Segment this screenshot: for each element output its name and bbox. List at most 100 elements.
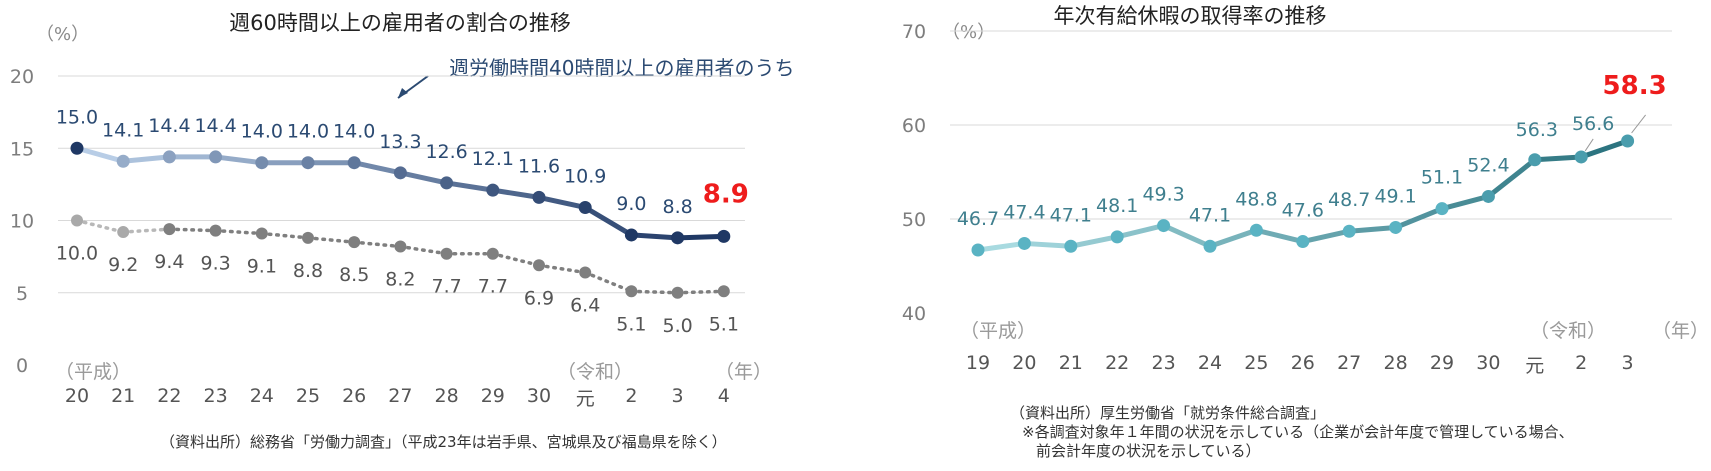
left-series2-point — [625, 285, 638, 298]
right-source: （資料出所）厚生労働省「就労条件総合調査」 — [1010, 404, 1325, 422]
right-x-tick-label: 30 — [1476, 352, 1500, 374]
left-x-tick-label: 27 — [388, 385, 412, 407]
left-series2-point — [255, 227, 268, 240]
left-x-tick-label: 28 — [435, 385, 459, 407]
left-y-tick-label: 20 — [10, 66, 34, 88]
right-series-point — [1342, 224, 1356, 238]
right-series-segment — [1161, 223, 1213, 249]
left-series2-data-label: 9.1 — [247, 256, 277, 278]
right-series-point — [1574, 150, 1588, 164]
left-series2-point — [163, 223, 176, 236]
right-era-reiwa: （令和） — [1530, 320, 1606, 342]
left-x-tick-label: 20 — [65, 385, 89, 407]
left-series2-point — [533, 259, 545, 272]
left-x-tick-label: 元 — [576, 388, 595, 410]
right-series-segment — [1300, 228, 1352, 245]
right-series-data-label: 46.7 — [957, 208, 999, 230]
left-x-tick-label: 2 — [625, 385, 637, 407]
left-series2-segment — [537, 263, 587, 275]
left-series2-segment — [352, 240, 403, 249]
right-series-point — [1249, 223, 1263, 237]
right-series-segment — [1114, 223, 1167, 240]
left-series2-data-label: 5.1 — [709, 313, 739, 335]
left-series1-segment — [213, 154, 265, 166]
right-leader-line — [1584, 138, 1594, 152]
left-series1-point — [209, 150, 223, 164]
left-series2-segment — [491, 251, 541, 268]
left-series2-data-label: 9.4 — [154, 251, 184, 273]
right-note-1: ※各調査対象年１年間の状況を示している（企業が会計年度で管理している場合、 — [1022, 423, 1574, 441]
left-series1-point — [255, 156, 269, 170]
right-series-segment — [1393, 206, 1445, 230]
left-series1-segment — [351, 160, 403, 176]
left-series2-data-label: 8.2 — [385, 269, 415, 291]
right-chart-title: 年次有給休暇の取得率の推移 — [1054, 4, 1327, 28]
left-series1-segment — [444, 180, 496, 193]
right-y-tick-label: 50 — [902, 209, 926, 231]
right-x-tick-label: 19 — [966, 352, 990, 374]
right-series-point — [1621, 134, 1635, 148]
right-series-point — [1157, 219, 1171, 233]
left-series1-point — [486, 183, 500, 197]
right-x-tick-label: 23 — [1152, 352, 1176, 374]
left-series2-segment — [167, 227, 218, 233]
right-series-segment — [1068, 234, 1120, 249]
left-series2-point — [302, 231, 314, 244]
right-series-data-label: 49.1 — [1374, 185, 1416, 207]
right-series-segment — [1346, 224, 1399, 234]
right-series-segment — [1253, 227, 1306, 245]
left-series1-segment — [628, 232, 681, 241]
left-series2-point — [209, 224, 222, 237]
right-series-point — [1110, 230, 1124, 244]
left-x-tick-label: 4 — [718, 385, 730, 407]
left-series1-segment — [397, 170, 450, 186]
right-series-data-label: 47.1 — [1050, 204, 1092, 226]
left-series1-segment — [490, 187, 542, 200]
right-series-data-label: 56.6 — [1572, 113, 1614, 135]
right-y-tick-label: 60 — [902, 115, 926, 137]
left-series2-point — [348, 236, 361, 249]
left-series2-data-label: 7.7 — [431, 276, 461, 298]
left-series1-data-label: 14.4 — [148, 115, 190, 137]
left-series1-data-label: 12.1 — [472, 148, 514, 170]
left-series1-data-label: 10.9 — [564, 165, 606, 187]
left-series1-point — [347, 156, 361, 170]
left-series1-data-label: 11.6 — [518, 155, 560, 177]
right-series-point — [1203, 239, 1217, 253]
left-series2-point — [394, 240, 407, 253]
left-series1-point — [624, 228, 638, 242]
left-series1-data-label: 14.4 — [194, 115, 236, 137]
left-series1-data-label: 14.0 — [287, 121, 329, 143]
left-series1-data-label: 9.0 — [616, 193, 646, 215]
right-series-segment — [1578, 138, 1631, 160]
left-series2-segment — [306, 236, 356, 244]
left-series1-point — [301, 156, 315, 170]
left-series2-data-label: 6.9 — [524, 287, 554, 309]
right-series-segment — [1532, 154, 1584, 163]
right-x-tick-label: 元 — [1525, 355, 1544, 377]
left-series2-data-label: 5.1 — [616, 313, 646, 335]
left-series1-point — [162, 150, 176, 164]
right-series-data-label: 56.3 — [1516, 119, 1558, 141]
left-series1-point — [578, 200, 592, 214]
right-series-point — [1481, 189, 1495, 203]
left-series2-segment — [75, 218, 125, 234]
right-note-2: 前会計年度の状況を示している） — [1036, 442, 1261, 460]
left-series2-segment — [121, 227, 172, 234]
right-x-tick-label: 26 — [1291, 352, 1315, 374]
left-series1-data-label: 8.8 — [662, 196, 692, 218]
left-series1-segment — [582, 204, 634, 238]
right-series-point — [1528, 153, 1542, 167]
left-unit-label: （%） — [36, 24, 89, 45]
left-series1-segment — [120, 154, 172, 164]
right-series-segment — [1021, 240, 1074, 249]
left-series2-data-label: 7.7 — [478, 276, 508, 298]
left-series1-point — [440, 176, 454, 190]
left-series1-data-label: 8.9 — [703, 179, 749, 209]
left-series2-point — [440, 247, 453, 260]
left-series1-point — [70, 141, 84, 155]
right-era-year: （年） — [1652, 320, 1709, 342]
left-series2-point — [486, 247, 499, 260]
left-series2-data-label: 10.0 — [56, 243, 98, 265]
